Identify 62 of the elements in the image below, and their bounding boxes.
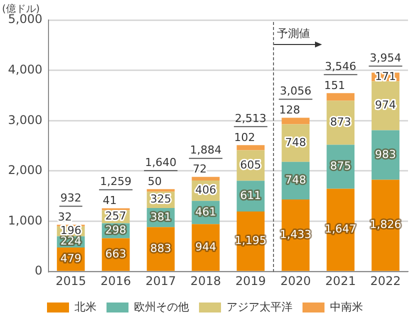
total-label: 3,954: [370, 51, 402, 64]
data-label: 298: [105, 224, 126, 237]
y-tick-label: 5,000: [8, 12, 42, 26]
data-label: 944: [195, 240, 216, 254]
data-label: 32: [58, 210, 72, 224]
data-label: 196: [60, 224, 82, 238]
data-label: 983: [375, 148, 396, 161]
bar: [282, 118, 310, 124]
x-tick-label: 2021: [325, 274, 356, 288]
y-axis-title: (億ドル): [2, 2, 40, 15]
x-tick-label: 2022: [370, 274, 401, 288]
data-label: 325: [150, 192, 172, 206]
data-label: 883: [150, 242, 172, 255]
x-tick-label: 2017: [145, 274, 176, 288]
data-label: 605: [240, 158, 262, 172]
data-label: 875: [330, 160, 352, 173]
data-label: 171: [375, 70, 396, 83]
x-tick-label: 2019: [235, 274, 266, 288]
data-label: 257: [105, 210, 126, 223]
y-tick-label: 4,000: [8, 62, 42, 76]
data-label: 748: [285, 174, 306, 187]
x-tick-label: 2016: [100, 274, 132, 288]
data-label: 663: [105, 247, 126, 260]
total-label: 3,056: [280, 84, 312, 98]
data-label: 72: [192, 162, 207, 176]
data-label: 461: [195, 205, 216, 218]
total-label: 932: [60, 192, 82, 205]
total-label: 1,259: [100, 175, 132, 188]
bar: [236, 145, 265, 150]
data-label: 748: [285, 136, 306, 149]
y-tick-label: 3,000: [8, 112, 42, 127]
data-label: 128: [279, 104, 300, 117]
data-label: 102: [234, 131, 256, 144]
bar: [192, 176, 220, 180]
x-tick-label: 2020: [280, 274, 311, 288]
data-label: 41: [102, 194, 117, 208]
x-tick-label: 2018: [190, 274, 221, 288]
total-label: 2,513: [234, 112, 266, 126]
data-label: 50: [148, 174, 162, 188]
total-label: 3,546: [324, 60, 356, 74]
total-label: 1,884: [190, 144, 222, 157]
legend-label: 中南米: [330, 300, 363, 314]
bar: [326, 93, 355, 101]
bar: [372, 180, 400, 271]
bar: [146, 189, 175, 192]
y-tick-label: 1,000: [8, 213, 42, 228]
x-tick-label: 2015: [56, 274, 86, 288]
legend-label: アジア太平洋: [226, 300, 292, 314]
data-label: 151: [324, 79, 346, 92]
data-label: 381: [150, 210, 172, 224]
data-label: 611: [240, 188, 262, 202]
data-label: 974: [375, 98, 396, 112]
legend-label: 北米: [74, 300, 96, 314]
y-tick-label: 0: [34, 264, 42, 278]
ref-line-label: 予測値: [277, 26, 310, 41]
total-label: 1,640: [144, 156, 176, 169]
data-label: 406: [195, 184, 216, 197]
data-label: 224: [60, 234, 82, 248]
data-label: 873: [330, 116, 352, 129]
y-tick-label: 2,000: [8, 163, 42, 178]
data-label: 479: [60, 252, 82, 266]
legend-label: 欧州その他: [134, 300, 189, 314]
